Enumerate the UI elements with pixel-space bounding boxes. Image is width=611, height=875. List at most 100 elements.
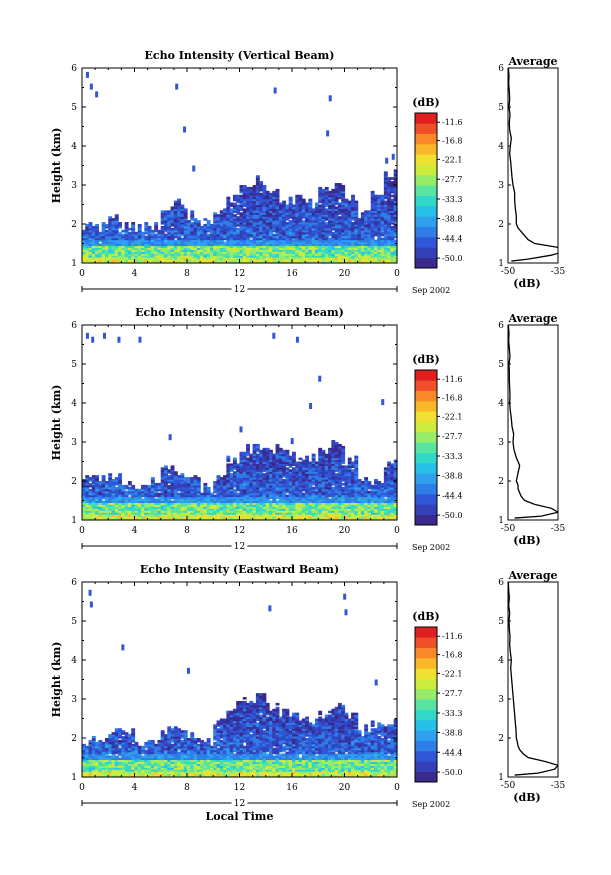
heatmap-cell (134, 510, 139, 513)
heatmap-cell (341, 222, 346, 225)
heatmap-cell (255, 175, 260, 178)
heatmap-cell (383, 179, 388, 182)
heatmap-cell (252, 194, 257, 198)
heatmap-cell (160, 496, 165, 500)
heatmap-cell (170, 247, 175, 250)
heatmap-cell (137, 492, 142, 496)
heatmap-cell (85, 257, 90, 260)
heatmap-cell (285, 508, 290, 511)
heatmap-cell (190, 222, 195, 225)
heatmap-cell (341, 233, 346, 237)
heatmap-cell (141, 241, 145, 245)
heatmap-cell (164, 229, 168, 233)
heatmap-cell (259, 481, 264, 484)
heatmap-cell (347, 204, 352, 208)
heatmap-cell (183, 237, 188, 241)
heatmap-cell (229, 224, 234, 227)
heatmap-cell (252, 506, 257, 509)
heatmap-cell (232, 239, 237, 243)
heatmap-cell (275, 443, 280, 447)
heatmap-cell (223, 500, 227, 504)
heatmap-cell (206, 224, 211, 227)
heatmap-cell (275, 259, 280, 262)
heatmap-cell (301, 233, 306, 237)
heatmap-cell (301, 498, 306, 502)
heatmap-cell (239, 190, 244, 194)
heatmap-cell (177, 255, 182, 258)
heatmap-cell (278, 206, 283, 209)
heatmap-cell (164, 237, 168, 241)
heatmap-cell (328, 494, 332, 498)
heatmap-cell (127, 231, 132, 235)
heatmap-cell (157, 251, 162, 254)
heatmap-cell (295, 498, 300, 502)
heatmap-cell (364, 210, 369, 213)
heatmap-cell (331, 469, 336, 472)
heatmap-cell (173, 492, 178, 496)
heatmap-cell (249, 204, 254, 208)
heatmap-cell (154, 492, 159, 496)
heatmap-cell (88, 508, 93, 511)
heatmap-cell (354, 245, 359, 248)
heatmap-cell (160, 216, 165, 219)
heatmap-cell (167, 259, 172, 262)
heatmap-cell (308, 249, 313, 252)
heatmap-cell (328, 196, 332, 200)
heatmap-cell (144, 496, 149, 500)
heatmap-cell (285, 255, 290, 258)
heatmap-cell (154, 508, 159, 511)
heatmap-cell (275, 253, 280, 256)
heatmap-cell (321, 457, 326, 461)
heatmap-cell (265, 204, 270, 208)
heatmap-cell (246, 461, 250, 465)
heatmap-cell (255, 251, 260, 254)
heatmap-cell (324, 224, 329, 227)
heatmap-cell (288, 488, 293, 492)
heatmap-cell (255, 457, 260, 461)
heatmap-cell (252, 188, 257, 192)
heatmap-cell (328, 484, 332, 488)
heatmap-cell (213, 259, 218, 262)
heatmap-cell (118, 224, 122, 227)
heatmap-cell (351, 222, 355, 225)
heatmap-cell (308, 477, 313, 480)
heatmap-cell (249, 186, 254, 190)
heatmap-cell (85, 475, 90, 478)
heatmap-cell (82, 479, 86, 482)
heatmap-cell (377, 194, 382, 198)
heatmap-cell (272, 461, 277, 465)
heatmap-cell (249, 249, 254, 252)
heatmap-cell (259, 477, 264, 480)
heatmap-cell (341, 206, 346, 209)
heatmap-cell (288, 516, 293, 519)
heatmap-cell (213, 257, 218, 260)
heatmap-cell (347, 261, 352, 264)
heatmap-cell (370, 249, 375, 252)
heatmap-cell (88, 225, 93, 229)
heatmap-cell (292, 220, 296, 223)
heatmap-cell (255, 202, 260, 206)
heatmap-cell (249, 518, 254, 521)
heatmap-cell (288, 253, 293, 256)
heatmap-cell (137, 229, 142, 233)
heatmap-cell (311, 235, 316, 239)
heatmap-cell (232, 510, 237, 513)
heatmap-cell (124, 486, 129, 490)
heatmap-cell (239, 475, 244, 478)
heatmap-cell (226, 512, 231, 515)
heatmap-cell (278, 514, 283, 517)
heatmap-cell (190, 492, 195, 496)
heatmap-cell (324, 190, 329, 194)
heatmap-cell (127, 510, 132, 513)
heatmap-cell (88, 259, 93, 262)
heatmap-cell (354, 259, 359, 262)
heatmap-cell (265, 453, 270, 457)
heatmap-cell (137, 490, 142, 494)
heatmap-cell (193, 484, 198, 488)
heatmap-cell (292, 500, 296, 504)
heatmap-cell (229, 233, 234, 237)
heatmap-cell (183, 218, 188, 221)
heatmap-cell (334, 192, 339, 196)
heatmap-cell (262, 496, 267, 500)
